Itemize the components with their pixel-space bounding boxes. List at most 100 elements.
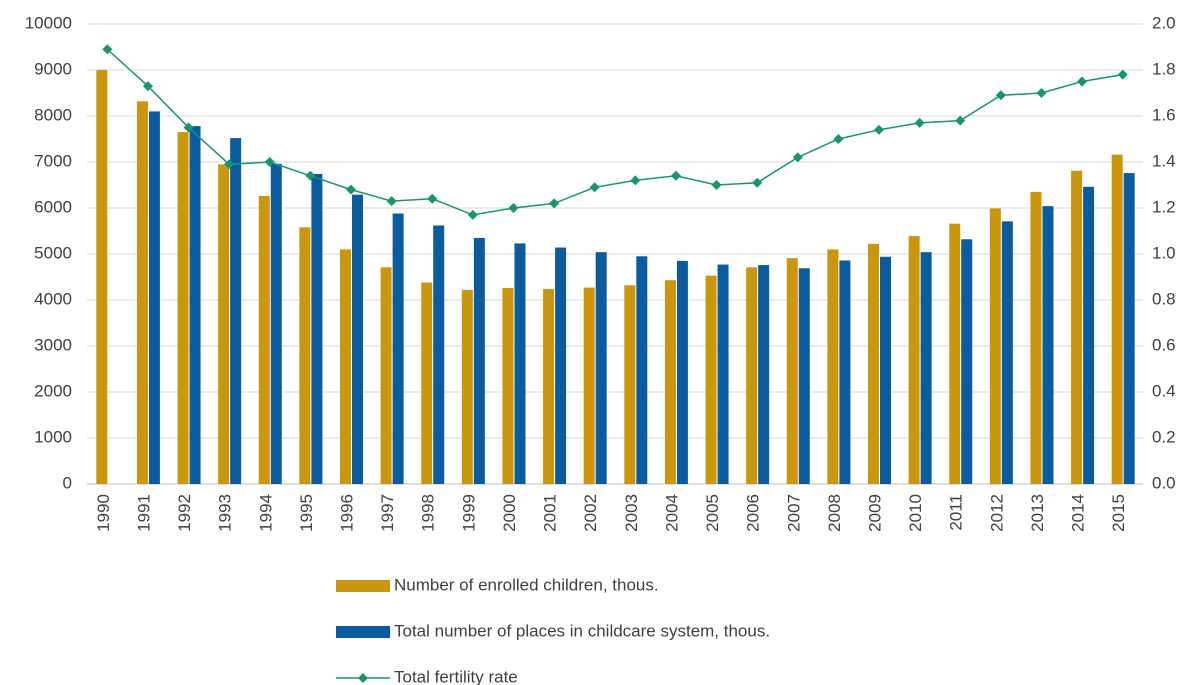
y2-tick-label: 0.0 xyxy=(1152,473,1176,492)
bar xyxy=(1030,191,1042,484)
y2-tick-label: 0.4 xyxy=(1152,381,1176,400)
bar xyxy=(868,243,879,484)
x-tick-label: 2003 xyxy=(622,494,641,532)
y2-tick-label: 2.0 xyxy=(1152,13,1176,32)
x-tick-label: 2013 xyxy=(1028,494,1047,532)
x-tick-label: 1991 xyxy=(134,494,153,532)
bar xyxy=(230,138,242,484)
bar xyxy=(961,239,973,484)
legend-label: Total fertility rate xyxy=(394,667,518,685)
bar xyxy=(555,247,567,484)
x-tick-label: 1990 xyxy=(94,494,113,532)
bar xyxy=(1111,154,1123,484)
marker xyxy=(792,152,803,163)
x-tick-label: 2006 xyxy=(744,494,763,532)
bar xyxy=(664,280,676,484)
bar xyxy=(352,194,363,484)
y-tick-label: 6000 xyxy=(34,197,72,216)
y-tick-label: 5000 xyxy=(34,243,72,262)
x-tick-label: 1998 xyxy=(419,494,438,532)
marker xyxy=(305,170,316,181)
bar xyxy=(258,196,270,485)
marker xyxy=(711,180,722,190)
bar xyxy=(1083,186,1095,484)
bar xyxy=(177,132,189,484)
marker xyxy=(1077,76,1088,87)
x-tick-label: 2002 xyxy=(581,494,600,532)
bar xyxy=(624,285,636,484)
bar xyxy=(583,287,595,484)
x-tick-label: 1999 xyxy=(459,494,478,532)
bar xyxy=(311,173,323,484)
bar xyxy=(96,70,108,484)
bar xyxy=(218,164,230,485)
x-tick-label: 1995 xyxy=(297,494,316,532)
y2-tick-label: 0.6 xyxy=(1152,335,1176,354)
bar xyxy=(636,256,648,484)
bar xyxy=(1123,173,1135,485)
marker xyxy=(630,175,641,186)
y2-tick-label: 1.8 xyxy=(1152,59,1176,78)
bar xyxy=(989,208,1001,484)
bar xyxy=(543,288,555,484)
marker xyxy=(467,209,478,220)
bar xyxy=(1042,206,1054,484)
x-tick-label: 2010 xyxy=(906,494,925,532)
x-tick-label: 2007 xyxy=(784,494,803,532)
bar xyxy=(421,282,433,484)
bar xyxy=(705,275,717,484)
x-tick-label: 2000 xyxy=(500,494,519,532)
marker xyxy=(224,159,235,170)
legend-label: Total number of places in childcare syst… xyxy=(394,621,770,640)
legend-swatch xyxy=(336,580,390,592)
x-tick-label: 2008 xyxy=(825,494,844,532)
marker xyxy=(995,90,1006,101)
marker xyxy=(589,182,600,193)
bar xyxy=(786,258,798,484)
x-tick-label: 1997 xyxy=(378,494,397,532)
y2-tick-label: 1.6 xyxy=(1152,105,1176,124)
marker xyxy=(346,184,356,195)
x-tick-label: 2015 xyxy=(1109,494,1128,532)
x-tick-label: 2009 xyxy=(865,494,884,532)
marker xyxy=(386,196,397,207)
bar xyxy=(827,249,839,484)
marker xyxy=(102,44,113,55)
y-tick-label: 10000 xyxy=(25,13,72,32)
y-tick-label: 7000 xyxy=(34,151,72,170)
marker xyxy=(874,124,884,135)
bar xyxy=(461,289,473,484)
bar xyxy=(392,213,404,484)
x-tick-label: 2001 xyxy=(541,494,560,532)
marker xyxy=(1036,88,1047,98)
y-tick-label: 1000 xyxy=(34,427,72,446)
x-tick-label: 2004 xyxy=(662,494,681,532)
y2-tick-label: 0.8 xyxy=(1152,289,1176,308)
legend-swatch xyxy=(336,626,390,638)
marker xyxy=(264,157,275,167)
y-tick-label: 8000 xyxy=(34,105,72,124)
bar xyxy=(380,267,392,484)
y2-tick-label: 0.2 xyxy=(1152,427,1176,446)
y-tick-label: 3000 xyxy=(34,335,72,354)
x-tick-label: 1994 xyxy=(256,494,275,532)
bar xyxy=(746,267,758,484)
bar xyxy=(798,268,810,484)
marker xyxy=(142,81,153,92)
bar xyxy=(299,227,311,484)
bar xyxy=(1001,221,1013,484)
y2-tick-label: 1.0 xyxy=(1152,243,1176,262)
legend-marker xyxy=(358,673,368,683)
y-tick-label: 2000 xyxy=(34,381,72,400)
marker xyxy=(752,177,763,188)
y-tick-label: 9000 xyxy=(34,59,72,78)
x-tick-label: 2012 xyxy=(987,494,1006,532)
bar xyxy=(189,126,201,485)
marker xyxy=(1117,69,1128,80)
legend-label: Number of enrolled children, thous. xyxy=(394,575,659,594)
bar xyxy=(502,288,514,484)
bar xyxy=(473,237,485,484)
bar xyxy=(920,252,932,484)
x-tick-label: 1993 xyxy=(216,494,235,532)
